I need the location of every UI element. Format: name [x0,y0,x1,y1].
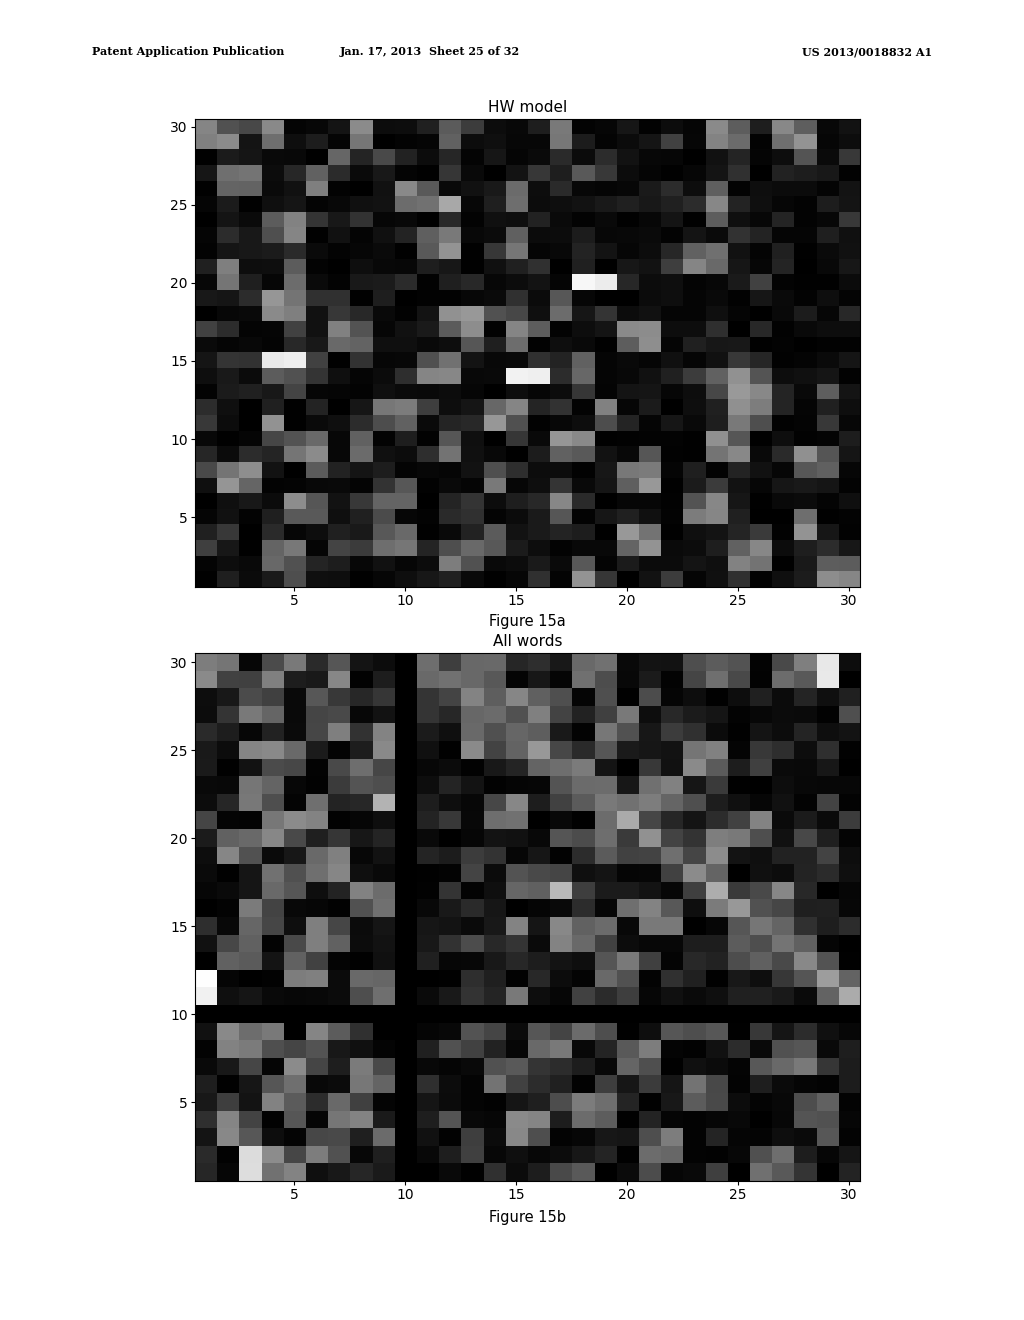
Text: Patent Application Publication: Patent Application Publication [92,46,285,57]
Text: Figure 15a: Figure 15a [489,614,565,628]
Text: Jan. 17, 2013  Sheet 25 of 32: Jan. 17, 2013 Sheet 25 of 32 [340,46,520,57]
Text: US 2013/0018832 A1: US 2013/0018832 A1 [802,46,932,57]
Title: All words: All words [493,635,562,649]
Text: Figure 15b: Figure 15b [488,1210,566,1225]
Title: HW model: HW model [487,100,567,115]
